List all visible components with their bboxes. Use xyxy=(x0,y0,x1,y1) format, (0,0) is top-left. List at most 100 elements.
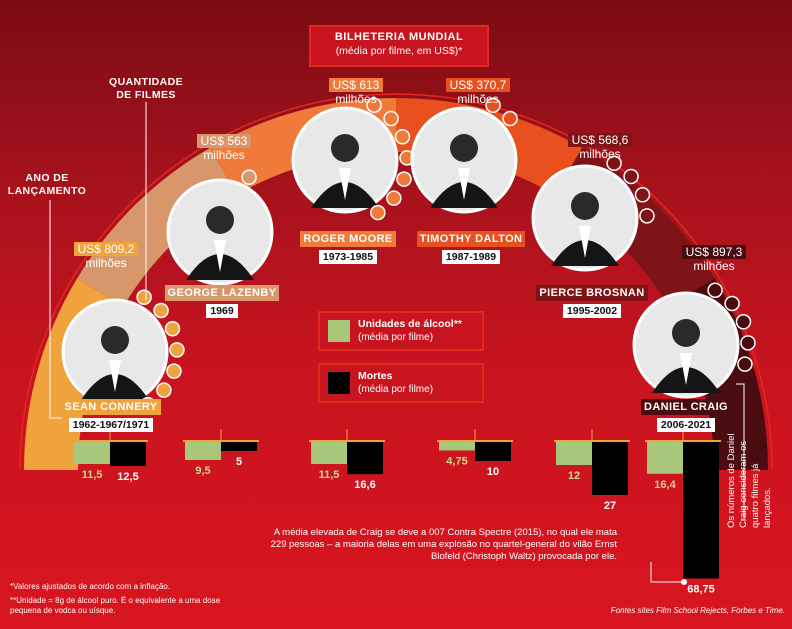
film-count-dot xyxy=(166,363,182,379)
box-office-brosnan: US$ 568,6 milhões xyxy=(556,133,644,161)
bar-alcohol xyxy=(439,441,475,451)
portrait-head xyxy=(331,134,359,162)
quantity-label: QUANTIDADE DE FILMES xyxy=(100,76,192,102)
film-count-dot xyxy=(606,155,622,172)
launch-label-line1: ANO DE xyxy=(25,172,69,184)
actor-name: SEAN CONNERY xyxy=(61,399,161,415)
film-count-dot xyxy=(153,302,169,319)
bar-deaths xyxy=(110,441,146,466)
box-office-unit: milhões xyxy=(203,148,245,162)
box-office-value: US$ 568,6 xyxy=(567,133,633,147)
film-count-dot xyxy=(737,356,753,372)
actor-name: ROGER MOORE xyxy=(300,231,396,247)
actor-name: DANIEL CRAIG xyxy=(640,399,732,415)
portrait-head xyxy=(450,134,478,162)
film-count-dot xyxy=(366,97,382,114)
bar-alcohol xyxy=(556,441,592,465)
film-count-dot xyxy=(164,321,181,337)
craig-side-note: Os números de Daniel Craig consideram os… xyxy=(726,433,773,528)
film-count-dot xyxy=(639,208,655,224)
legend-title: Mortes xyxy=(358,370,393,382)
portrait-head xyxy=(206,206,234,234)
label-deaths: 5 xyxy=(236,456,242,468)
arc-outline xyxy=(19,93,773,471)
bar-deaths xyxy=(347,441,383,475)
chart-subtitle: (média por filme, em US$)* xyxy=(335,45,463,57)
label-alcohol: 11,5 xyxy=(319,469,340,481)
actor-name: GEORGE LAZENBY xyxy=(164,285,280,301)
legend-text-deaths: Mortes (média por filme) xyxy=(358,370,433,396)
film-count-dot xyxy=(383,110,399,127)
actor-label-brosnan: PIERCE BROSNAN 1995-2002 xyxy=(530,283,654,319)
label-alcohol: 16,4 xyxy=(654,479,676,491)
legend-alcohol: Unidades de álcool** (média por filme) xyxy=(318,311,484,351)
launch-label-line2: LANÇAMENTO xyxy=(7,185,87,197)
actor-years: 1969 xyxy=(206,304,238,318)
label-deaths: 10 xyxy=(487,466,499,478)
label-deaths: 16,6 xyxy=(354,479,375,491)
actor-years: 1995-2002 xyxy=(562,304,622,318)
legend-sub: (média por filme) xyxy=(358,332,434,343)
portrait-head xyxy=(672,319,700,347)
craig-side-leader xyxy=(736,383,745,520)
bar-deaths xyxy=(592,441,628,495)
footnote-unit: **Unidade = 8g de álcool puro. É o equiv… xyxy=(10,596,221,615)
label-alcohol: 4,75 xyxy=(446,456,467,468)
portrait-shirt xyxy=(109,360,121,392)
film-count-dot xyxy=(386,190,402,206)
film-count-dot xyxy=(724,295,740,312)
sources: Fontes sites Film School Rejects, Forbes… xyxy=(610,606,785,615)
legend-text-alcohol: Unidades de álcool** (média por filme) xyxy=(358,318,462,344)
bar-alcohol xyxy=(647,441,683,474)
craig-note-dot xyxy=(681,579,687,585)
bar-alcohol xyxy=(185,441,221,460)
box-office-unit: milhões xyxy=(335,92,377,106)
portrait-shirt xyxy=(680,353,692,385)
film-count-dot xyxy=(370,204,386,221)
film-count-dot xyxy=(735,314,752,330)
box-office-value: US$ 897,3 xyxy=(681,245,747,259)
quantity-label-line2: DE FILMES xyxy=(116,89,176,101)
actor-label-moore: ROGER MOORE 1973-1985 xyxy=(296,229,400,265)
actor-label-dalton: TIMOTHY DALTON 1987-1989 xyxy=(412,229,530,265)
craig-note: A média elevada de Craig se deve a 007 C… xyxy=(270,527,617,562)
legend-sub: (média por filme) xyxy=(358,384,434,395)
actor-years: 1962-1967/1971 xyxy=(68,418,154,432)
box-office-value: US$ 563 xyxy=(196,134,252,148)
actor-name: PIERCE BROSNAN xyxy=(536,285,648,301)
portrait-shirt xyxy=(458,168,470,200)
box-office-moore: US$ 613 milhões xyxy=(316,78,396,106)
box-office-unit: milhões xyxy=(457,92,499,106)
portrait-shirt xyxy=(214,240,226,272)
box-office-craig: US$ 897,3 milhões xyxy=(670,245,758,273)
actor-years: 1973-1985 xyxy=(318,250,378,264)
label-deaths: 12,5 xyxy=(117,471,138,483)
legend-swatch-deaths xyxy=(328,372,350,394)
legend-title: Unidades de álcool** xyxy=(358,318,462,330)
portrait-shirt xyxy=(339,168,351,200)
label-alcohol: 9,5 xyxy=(195,465,210,477)
actor-name: TIMOTHY DALTON xyxy=(416,231,526,247)
box-office-unit: milhões xyxy=(693,259,735,273)
actor-years: 1987-1989 xyxy=(441,250,501,264)
box-office-lazenby: US$ 563 milhões xyxy=(184,134,264,162)
label-alcohol: 11,5 xyxy=(82,469,103,481)
actor-label-craig: DANIEL CRAIG 2006-2021 xyxy=(630,397,742,433)
film-count-dot xyxy=(634,187,651,203)
film-count-dot xyxy=(707,282,723,299)
box-office-connery: US$ 809,2 milhões xyxy=(62,242,150,270)
film-count-dot xyxy=(169,342,185,358)
box-office-unit: milhões xyxy=(85,256,127,270)
chart-title-box: BILHETERIA MUNDIAL (média por filme, em … xyxy=(309,25,489,67)
film-count-dot xyxy=(394,129,411,145)
film-count-dot xyxy=(136,289,152,306)
launch-leader xyxy=(49,200,62,419)
footnote-inflation: *Valores ajustados de acordo com a infla… xyxy=(10,582,170,591)
film-count-dot xyxy=(740,335,756,351)
bar-alcohol xyxy=(311,441,347,464)
actor-label-lazenby: GEORGE LAZENBY 1969 xyxy=(160,283,284,319)
film-count-dot xyxy=(396,171,412,187)
box-office-value: US$ 809,2 xyxy=(73,242,139,256)
film-count-dot xyxy=(241,169,257,186)
